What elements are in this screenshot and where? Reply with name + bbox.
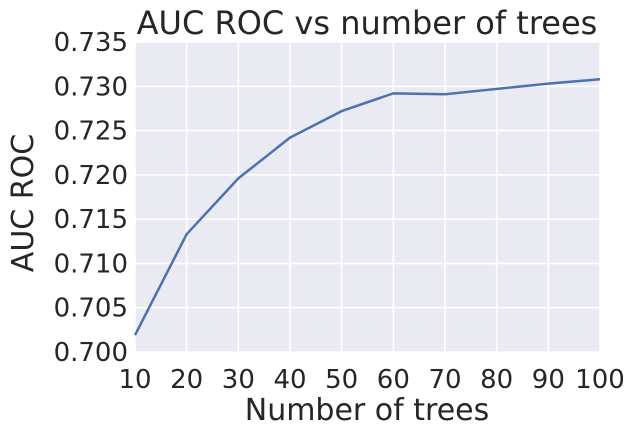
x-tick-label: 60 [377,365,410,395]
x-tick-label: 20 [170,365,203,395]
x-axis-label: Number of trees [245,393,489,428]
y-tick-label: 0.710 [54,249,128,279]
x-tick-label: 70 [428,365,461,395]
y-tick-label: 0.700 [54,338,128,368]
x-tick-label: 100 [575,365,625,395]
y-tick-label: 0.735 [54,28,128,58]
y-tick-labels: 0.700 0.705 0.710 0.715 0.720 0.725 0.730 0.735 [54,28,128,368]
y-tick-label: 0.730 [54,72,128,102]
x-tick-label: 30 [222,365,255,395]
x-tick-label: 40 [273,365,306,395]
x-tick-label: 90 [532,365,565,395]
y-axis-label: AUC ROC [6,134,41,272]
x-tick-label: 80 [480,365,513,395]
x-tick-labels: 10 20 30 40 50 60 70 80 90 100 [118,365,624,395]
y-tick-label: 0.715 [54,205,128,235]
y-tick-label: 0.720 [54,161,128,191]
x-tick-label: 10 [118,365,151,395]
data-series [133,77,601,336]
plot-background [135,42,600,352]
y-tick-label: 0.725 [54,117,128,147]
series-line [133,77,601,336]
x-tick-label: 50 [325,365,358,395]
y-tick-label: 0.705 [54,294,128,324]
chart-title: AUC ROC vs number of trees [137,4,598,42]
